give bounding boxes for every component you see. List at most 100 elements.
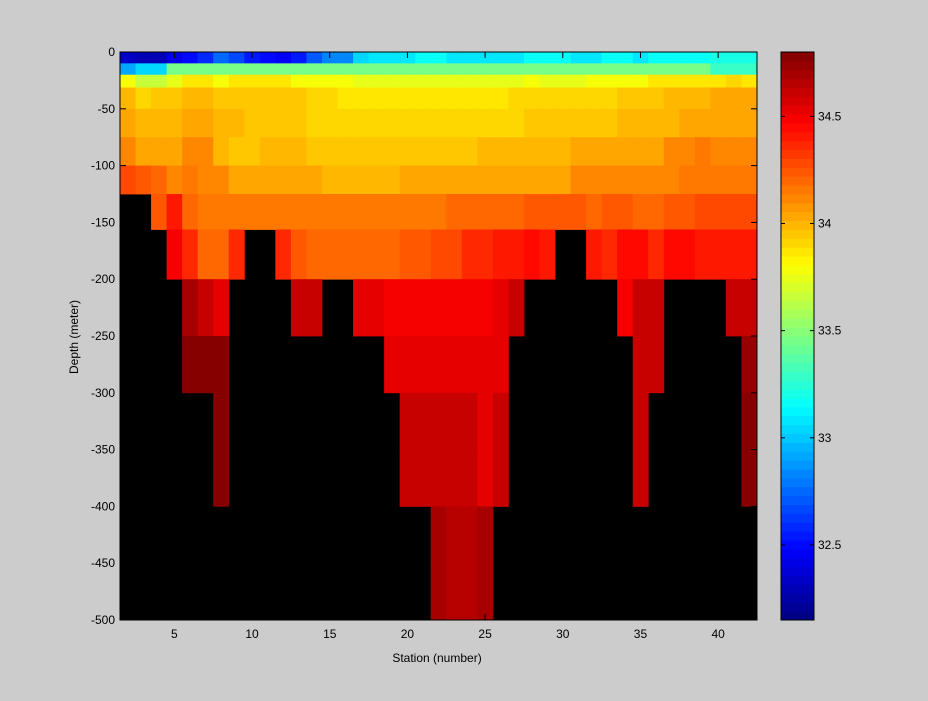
y-tick-label: -300 xyxy=(91,386,115,400)
heatmap-cell xyxy=(539,194,556,230)
heatmap-cell xyxy=(632,63,649,76)
colorbar-swatch xyxy=(781,78,814,88)
heatmap-cell xyxy=(663,52,680,64)
colorbar-swatch xyxy=(781,265,814,275)
heatmap-cell xyxy=(415,137,432,166)
heatmap-cell xyxy=(508,194,525,230)
heatmap-cell xyxy=(461,336,478,394)
heatmap-cell xyxy=(182,87,199,110)
heatmap-cell xyxy=(477,137,494,166)
heatmap-cell xyxy=(228,137,245,166)
heatmap-cell xyxy=(570,52,587,64)
heatmap-cell xyxy=(539,87,556,110)
heatmap-cell xyxy=(555,165,571,195)
heatmap-cell xyxy=(430,87,447,110)
colorbar-swatch xyxy=(781,513,814,523)
heatmap-cell xyxy=(632,165,649,195)
heatmap-cell xyxy=(725,52,742,64)
heatmap-cell xyxy=(741,194,758,230)
heatmap-cell xyxy=(446,336,463,394)
heatmap-cell xyxy=(353,279,369,337)
colorbar-swatch xyxy=(781,256,814,266)
heatmap-cell xyxy=(337,52,354,64)
heatmap-cell xyxy=(197,279,214,337)
heatmap-cell xyxy=(461,279,478,337)
heatmap-cell xyxy=(384,229,401,280)
heatmap-cell xyxy=(601,108,618,138)
heatmap-cell xyxy=(430,74,447,88)
heatmap-cell xyxy=(384,279,401,337)
heatmap-cell xyxy=(275,108,292,138)
heatmap-cell xyxy=(197,336,214,394)
heatmap-cell xyxy=(648,279,665,337)
heatmap-cell xyxy=(384,336,401,394)
heatmap-cell xyxy=(508,52,525,64)
heatmap-cell xyxy=(663,165,680,195)
heatmap-cell xyxy=(430,563,447,621)
heatmap-cell xyxy=(415,279,432,337)
colorbar-frame xyxy=(780,51,815,621)
heatmap-cell xyxy=(430,194,447,230)
heatmap-cell xyxy=(492,52,509,64)
heatmap-cell xyxy=(632,74,649,88)
heatmap-cell xyxy=(617,229,634,280)
heatmap-cell xyxy=(415,52,432,64)
heatmap-cell xyxy=(213,74,230,88)
heatmap-cell xyxy=(601,194,618,230)
heatmap-cell xyxy=(151,87,168,110)
heatmap-cell xyxy=(166,63,183,76)
colorbar-tick-label: 34.5 xyxy=(818,109,842,123)
heatmap-cell xyxy=(399,194,416,230)
colorbar-swatch xyxy=(781,584,814,594)
colorbar-swatch xyxy=(781,273,814,284)
heatmap-cell xyxy=(492,229,509,280)
heatmap-cell xyxy=(399,137,416,166)
heatmap-cell xyxy=(601,52,618,64)
heatmap-cell xyxy=(601,87,618,110)
heatmap-cell xyxy=(601,137,618,166)
heatmap-cell xyxy=(648,108,665,138)
heatmap-cell xyxy=(275,74,292,88)
heatmap-cell xyxy=(182,63,199,76)
heatmap-cell xyxy=(182,74,199,88)
heatmap-cell xyxy=(446,563,463,621)
heatmap-cell xyxy=(321,137,338,166)
heatmap-cell xyxy=(337,194,354,230)
x-tick-label: 15 xyxy=(323,627,337,641)
heatmap-cell xyxy=(492,279,509,337)
heatmap-cell xyxy=(632,194,649,230)
heatmap-cell xyxy=(368,52,385,64)
heatmap-cell xyxy=(648,165,665,195)
heatmap-cell xyxy=(197,52,214,64)
heatmap-cell xyxy=(586,52,603,64)
heatmap-cell xyxy=(539,165,556,195)
heatmap-cell xyxy=(290,74,307,88)
heatmap-cell xyxy=(399,229,416,280)
heatmap-cell xyxy=(135,63,152,76)
colorbar-swatch xyxy=(781,318,814,328)
heatmap-cell xyxy=(570,137,587,166)
heatmap-cell xyxy=(461,506,478,564)
y-tick-label: -500 xyxy=(91,613,115,627)
heatmap-cell xyxy=(213,229,230,280)
heatmap-cell xyxy=(430,279,447,337)
heatmap-cell xyxy=(353,52,369,64)
colorbar-swatch xyxy=(781,123,814,133)
heatmap-cell xyxy=(306,279,323,337)
heatmap-cell xyxy=(492,165,509,195)
heatmap-cell xyxy=(306,74,323,88)
heatmap-cell xyxy=(601,74,618,88)
heatmap-cell xyxy=(384,137,401,166)
heatmap-cell xyxy=(337,63,354,76)
heatmap-cell xyxy=(741,336,758,394)
colorbar-swatch xyxy=(781,478,814,488)
x-tick-label: 10 xyxy=(245,627,259,641)
heatmap-cell xyxy=(430,392,447,450)
heatmap-cell xyxy=(182,165,199,195)
heatmap-cell xyxy=(120,108,136,138)
heatmap-cell xyxy=(275,165,292,195)
heatmap-cell xyxy=(570,74,587,88)
colorbar-swatch xyxy=(781,176,814,186)
heatmap-cell xyxy=(368,165,385,195)
heatmap-cell xyxy=(679,165,696,195)
